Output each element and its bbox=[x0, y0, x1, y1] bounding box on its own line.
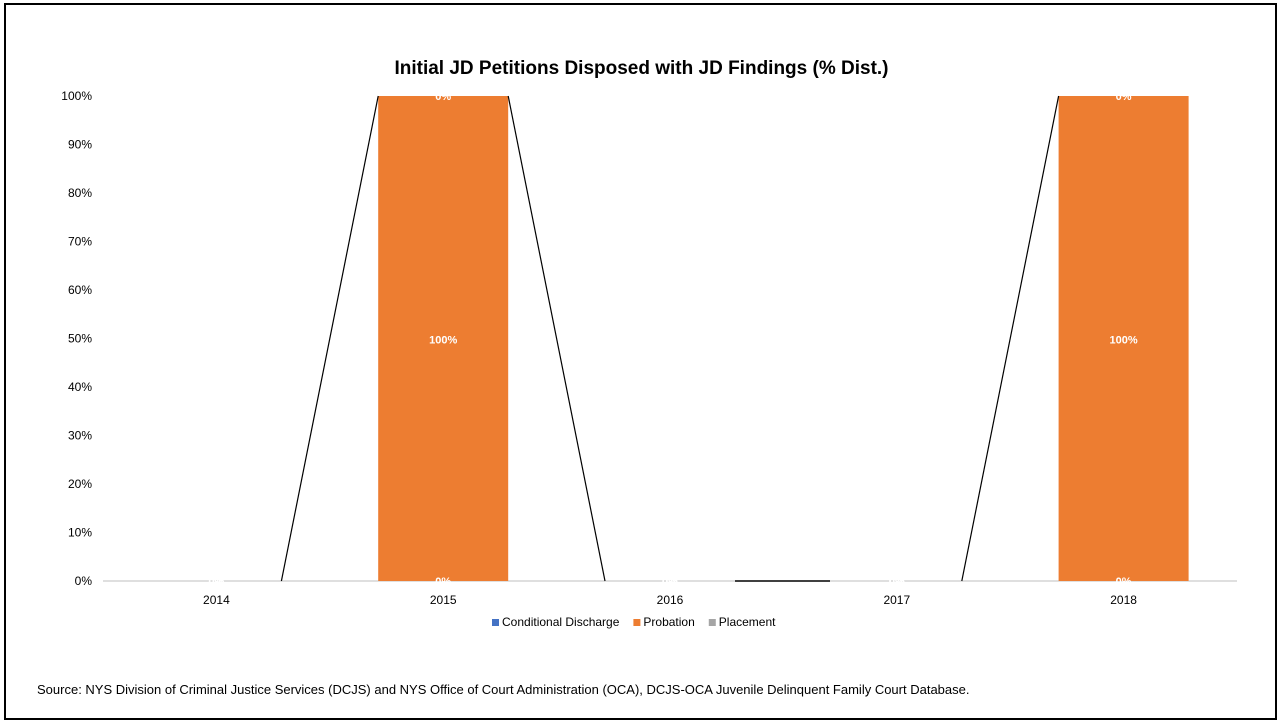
y-tick-label: 100% bbox=[61, 89, 92, 103]
data-label: 0% bbox=[208, 576, 224, 588]
data-label: 0% bbox=[435, 91, 451, 103]
x-tick-label: 2017 bbox=[883, 593, 910, 607]
y-tick-label: 30% bbox=[68, 429, 92, 443]
x-tick-label: 2016 bbox=[657, 593, 684, 607]
bar-probation-2015 bbox=[378, 96, 509, 581]
data-label: 0% bbox=[889, 576, 905, 588]
data-label: 0% bbox=[889, 576, 905, 588]
y-tick-label: 40% bbox=[68, 380, 92, 394]
y-tick-label: 80% bbox=[68, 186, 92, 200]
legend-label: Probation bbox=[643, 615, 694, 629]
y-tick-label: 0% bbox=[75, 574, 93, 588]
x-tick-label: 2015 bbox=[430, 593, 457, 607]
legend-swatch bbox=[708, 619, 716, 626]
x-tick-label: 2018 bbox=[1110, 593, 1137, 607]
legend-swatch bbox=[492, 619, 499, 626]
data-label: 0% bbox=[1116, 91, 1132, 103]
y-tick-label: 20% bbox=[68, 477, 92, 491]
y-tick-label: 50% bbox=[68, 332, 92, 346]
data-label: 0% bbox=[1116, 576, 1132, 588]
series-connector-line bbox=[280, 95, 379, 582]
y-tick-label: 90% bbox=[68, 138, 92, 152]
data-label: 0% bbox=[662, 576, 678, 588]
data-label: 0% bbox=[662, 576, 678, 588]
legend-label: Placement bbox=[719, 615, 776, 629]
data-label: 0% bbox=[889, 576, 905, 588]
y-tick-label: 10% bbox=[68, 526, 92, 540]
data-label: 0% bbox=[435, 576, 451, 588]
x-tick-label: 2014 bbox=[203, 593, 230, 607]
series-connector-line bbox=[507, 95, 606, 582]
series-connector-line bbox=[961, 95, 1060, 582]
data-label: 100% bbox=[1110, 335, 1138, 347]
legend-swatch bbox=[633, 619, 641, 626]
legend-label: Conditional Discharge bbox=[502, 615, 620, 629]
source-note: Source: NYS Division of Criminal Justice… bbox=[37, 682, 970, 697]
y-tick-label: 60% bbox=[68, 283, 92, 297]
bar-probation-2018 bbox=[1058, 96, 1189, 581]
data-label: 100% bbox=[429, 335, 457, 347]
data-label: 0% bbox=[208, 576, 224, 588]
data-label: 0% bbox=[208, 576, 224, 588]
y-tick-label: 70% bbox=[68, 235, 92, 249]
chart-title: Initial JD Petitions Disposed with JD Fi… bbox=[394, 58, 889, 79]
data-label: 0% bbox=[662, 576, 678, 588]
